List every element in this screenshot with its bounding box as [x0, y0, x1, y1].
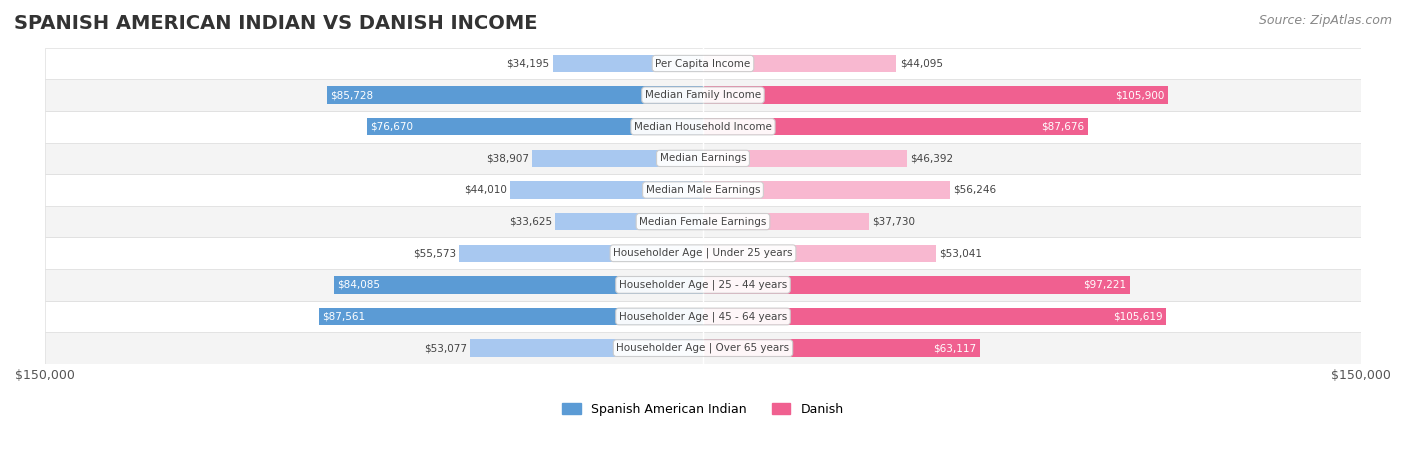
- Bar: [45, 111, 1361, 142]
- Text: $37,730: $37,730: [872, 217, 915, 226]
- Text: $34,195: $34,195: [506, 58, 550, 69]
- Bar: [703, 118, 1088, 135]
- Bar: [335, 276, 703, 294]
- Bar: [553, 55, 703, 72]
- Text: $63,117: $63,117: [934, 343, 977, 353]
- Text: $56,246: $56,246: [953, 185, 997, 195]
- Bar: [470, 340, 703, 357]
- Text: $97,221: $97,221: [1083, 280, 1126, 290]
- Bar: [45, 174, 1361, 206]
- Bar: [45, 237, 1361, 269]
- Bar: [555, 213, 703, 230]
- Text: Median Earnings: Median Earnings: [659, 153, 747, 163]
- Bar: [703, 340, 980, 357]
- Text: Median Female Earnings: Median Female Earnings: [640, 217, 766, 226]
- Text: SPANISH AMERICAN INDIAN VS DANISH INCOME: SPANISH AMERICAN INDIAN VS DANISH INCOME: [14, 14, 537, 33]
- Text: Median Family Income: Median Family Income: [645, 90, 761, 100]
- Text: $105,900: $105,900: [1115, 90, 1164, 100]
- Text: Householder Age | 25 - 44 years: Householder Age | 25 - 44 years: [619, 280, 787, 290]
- Bar: [703, 150, 907, 167]
- Text: $87,676: $87,676: [1042, 122, 1084, 132]
- Text: $38,907: $38,907: [486, 153, 529, 163]
- Text: $55,573: $55,573: [413, 248, 456, 258]
- Bar: [45, 79, 1361, 111]
- Bar: [45, 142, 1361, 174]
- Text: Median Household Income: Median Household Income: [634, 122, 772, 132]
- Text: $105,619: $105,619: [1114, 311, 1163, 321]
- Bar: [45, 48, 1361, 79]
- Bar: [703, 245, 936, 262]
- Bar: [703, 86, 1167, 104]
- Bar: [45, 333, 1361, 364]
- Bar: [45, 269, 1361, 301]
- Text: $44,010: $44,010: [464, 185, 506, 195]
- Text: $33,625: $33,625: [509, 217, 553, 226]
- Text: $44,095: $44,095: [900, 58, 943, 69]
- Text: $53,041: $53,041: [939, 248, 981, 258]
- Text: Source: ZipAtlas.com: Source: ZipAtlas.com: [1258, 14, 1392, 27]
- Bar: [510, 181, 703, 198]
- Text: $87,561: $87,561: [322, 311, 366, 321]
- Text: $53,077: $53,077: [423, 343, 467, 353]
- Text: $84,085: $84,085: [337, 280, 381, 290]
- Text: $46,392: $46,392: [910, 153, 953, 163]
- Bar: [703, 55, 897, 72]
- Bar: [533, 150, 703, 167]
- Text: Householder Age | 45 - 64 years: Householder Age | 45 - 64 years: [619, 311, 787, 322]
- Text: Per Capita Income: Per Capita Income: [655, 58, 751, 69]
- Legend: Spanish American Indian, Danish: Spanish American Indian, Danish: [557, 398, 849, 421]
- Bar: [319, 308, 703, 325]
- Bar: [703, 308, 1167, 325]
- Text: $85,728: $85,728: [330, 90, 374, 100]
- Text: Householder Age | Under 25 years: Householder Age | Under 25 years: [613, 248, 793, 259]
- Text: Householder Age | Over 65 years: Householder Age | Over 65 years: [616, 343, 790, 354]
- Text: Median Male Earnings: Median Male Earnings: [645, 185, 761, 195]
- Bar: [460, 245, 703, 262]
- Bar: [703, 276, 1129, 294]
- Bar: [367, 118, 703, 135]
- Bar: [703, 181, 950, 198]
- Bar: [45, 206, 1361, 237]
- Bar: [328, 86, 703, 104]
- Bar: [703, 213, 869, 230]
- Bar: [45, 301, 1361, 333]
- Text: $76,670: $76,670: [370, 122, 413, 132]
